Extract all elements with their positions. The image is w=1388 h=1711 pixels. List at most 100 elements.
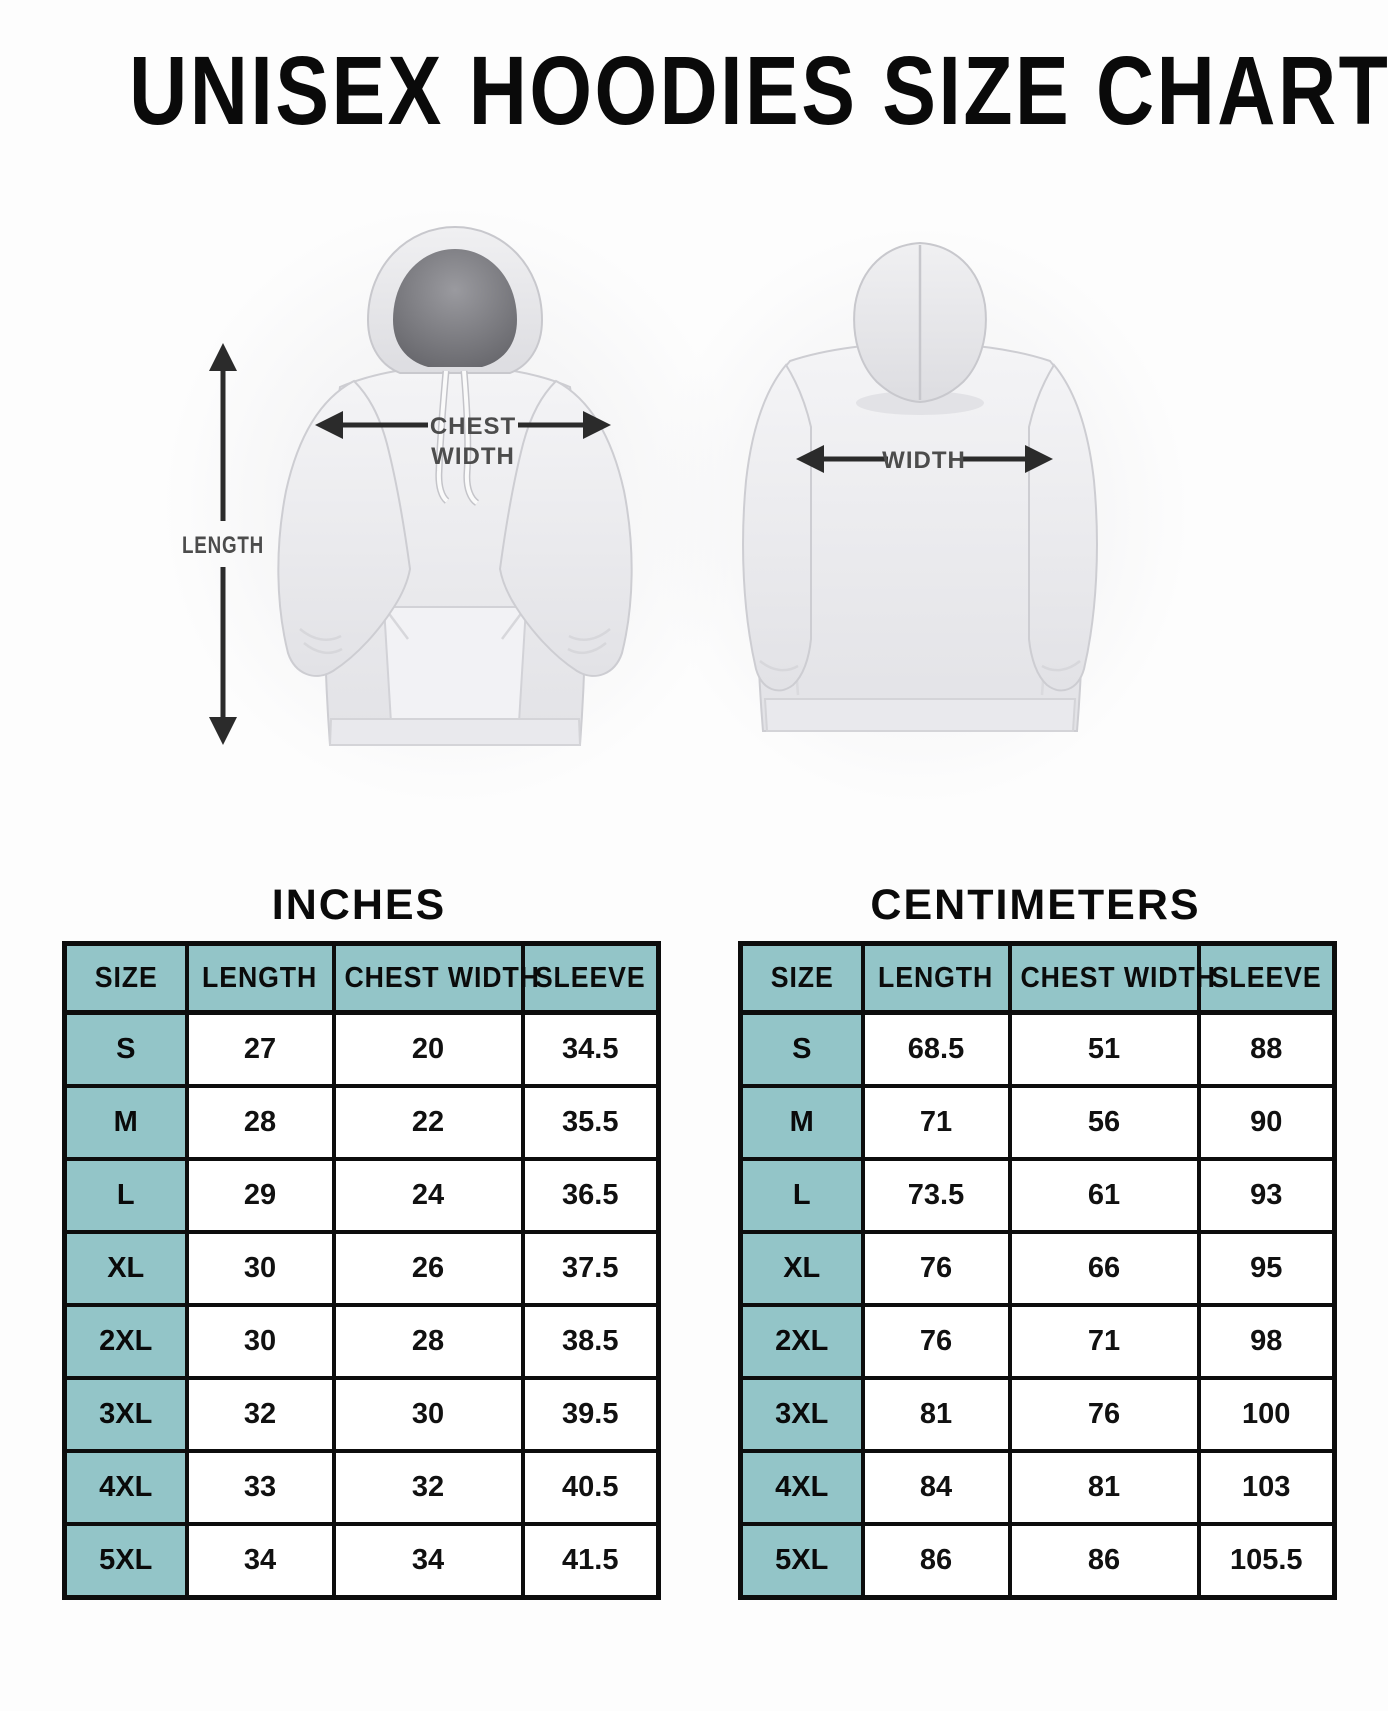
table-row: 5XL 86 86 105.5 xyxy=(738,1522,1337,1600)
width-label: WIDTH xyxy=(882,447,966,474)
value-cell: 20 xyxy=(331,1010,525,1088)
size-cell: 2XL xyxy=(62,1303,189,1380)
value-cell: 34 xyxy=(184,1522,336,1600)
table-row: 2XL 30 28 38.5 xyxy=(62,1303,661,1380)
value-cell: 93 xyxy=(1196,1157,1337,1234)
length-label: LENGTH xyxy=(182,532,264,559)
header-label: SIZE xyxy=(770,961,834,994)
size-table-centimeters: SIZE LENGTH CHEST WIDTH SLEEVE S 68.5 51… xyxy=(738,941,1337,1600)
size-cell: L xyxy=(738,1157,865,1234)
cuff-line-left xyxy=(303,642,343,655)
arrow-down-icon xyxy=(209,717,237,745)
value-cell: 98 xyxy=(1196,1303,1337,1380)
header-row: SIZE LENGTH CHEST WIDTH SLEEVE xyxy=(62,941,661,1015)
page-title: UNISEX HOODIES SIZE CHART xyxy=(0,40,1388,142)
table-row: M 28 22 35.5 xyxy=(62,1084,661,1161)
size-cell: M xyxy=(738,1084,865,1161)
back-hem-band xyxy=(763,698,1077,732)
value-cell: 40.5 xyxy=(520,1449,661,1526)
chest-width-label-line2: WIDTH xyxy=(431,443,515,470)
section-title-inches: INCHES xyxy=(271,881,447,929)
header-cell-size: SIZE xyxy=(738,941,865,1015)
table-row: 2XL 76 71 98 xyxy=(738,1303,1337,1380)
header-label: SIZE xyxy=(94,961,158,994)
table-row: 4XL 84 81 103 xyxy=(738,1449,1337,1526)
value-cell: 76 xyxy=(860,1303,1012,1380)
table-row: S 27 20 34.5 xyxy=(62,1010,661,1088)
page-title-text: UNISEX HOODIES SIZE CHART xyxy=(129,36,1388,145)
header-cell-sleeve: SLEEVE xyxy=(1196,941,1337,1015)
value-cell: 100 xyxy=(1196,1376,1337,1453)
value-cell: 34.5 xyxy=(520,1010,661,1088)
table-row: 3XL 32 30 39.5 xyxy=(62,1376,661,1453)
value-cell: 30 xyxy=(184,1230,336,1307)
size-cell: S xyxy=(62,1010,189,1088)
value-cell: 30 xyxy=(184,1303,336,1380)
header-label: CHEST WIDTH xyxy=(343,961,540,994)
table-row: 4XL 33 32 40.5 xyxy=(62,1449,661,1526)
size-cell: 5XL xyxy=(738,1522,865,1600)
arrow-up-icon xyxy=(209,343,237,371)
table-row: XL 30 26 37.5 xyxy=(62,1230,661,1307)
value-cell: 27 xyxy=(184,1010,336,1088)
table-row: 5XL 34 34 41.5 xyxy=(62,1522,661,1600)
value-cell: 84 xyxy=(860,1449,1012,1526)
size-cell: XL xyxy=(62,1230,189,1307)
value-cell: 71 xyxy=(1007,1303,1201,1380)
back-cuff-left xyxy=(759,660,799,672)
value-cell: 86 xyxy=(860,1522,1012,1600)
header-row: SIZE LENGTH CHEST WIDTH SLEEVE xyxy=(738,941,1337,1015)
value-cell: 71 xyxy=(860,1084,1012,1161)
header-cell-chest-width: CHEST WIDTH xyxy=(331,941,538,1015)
value-cell: 88 xyxy=(1196,1010,1337,1088)
value-cell: 37.5 xyxy=(520,1230,661,1307)
value-cell: 61 xyxy=(1007,1157,1201,1234)
value-cell: 22 xyxy=(331,1084,525,1161)
chest-width-label-line1: CHEST xyxy=(430,413,516,440)
arrow-left-icon xyxy=(796,445,824,473)
front-hem-band xyxy=(328,718,582,746)
size-cell: 2XL xyxy=(738,1303,865,1380)
header-label: LENGTH xyxy=(878,961,994,994)
table-row: 3XL 81 76 100 xyxy=(738,1376,1337,1453)
back-cuff-right xyxy=(1041,660,1081,672)
value-cell: 56 xyxy=(1007,1084,1201,1161)
arrow-right-icon xyxy=(1025,445,1053,473)
value-cell: 32 xyxy=(184,1376,336,1453)
size-cell: 3XL xyxy=(738,1376,865,1453)
hoodie-back-illustration xyxy=(742,241,1098,732)
table-row: M 71 56 90 xyxy=(738,1084,1337,1161)
cuff-line-right xyxy=(567,642,607,655)
header-label: CHEST WIDTH xyxy=(1019,961,1216,994)
size-table-inches: SIZE LENGTH CHEST WIDTH SLEEVE S 27 20 3… xyxy=(62,941,661,1600)
value-cell: 26 xyxy=(331,1230,525,1307)
value-cell: 29 xyxy=(184,1157,336,1234)
section-title-centimeters: CENTIMETERS xyxy=(870,881,1201,929)
value-cell: 35.5 xyxy=(520,1084,661,1161)
header-label: LENGTH xyxy=(202,961,318,994)
value-cell: 28 xyxy=(331,1303,525,1380)
cuff-line-left-2 xyxy=(299,628,342,642)
size-cell: XL xyxy=(738,1230,865,1307)
hoodie-illustration-svg: LENGTH CHEST WIDTH WIDTH xyxy=(162,205,1190,800)
size-cell: 4XL xyxy=(738,1449,865,1526)
value-cell: 32 xyxy=(331,1449,525,1526)
header-cell-sleeve: SLEEVE xyxy=(520,941,661,1015)
header-cell-length: LENGTH xyxy=(860,941,1012,1015)
value-cell: 90 xyxy=(1196,1084,1337,1161)
table-row: S 68.5 51 88 xyxy=(738,1010,1337,1088)
value-cell: 36.5 xyxy=(520,1157,661,1234)
value-cell: 30 xyxy=(331,1376,525,1453)
drawstring-left xyxy=(436,370,449,503)
arrow-right-icon xyxy=(583,411,611,439)
size-cell: 5XL xyxy=(62,1522,189,1600)
drawstring-right xyxy=(462,370,479,505)
value-cell: 38.5 xyxy=(520,1303,661,1380)
value-cell: 73.5 xyxy=(860,1157,1012,1234)
arrow-left-icon xyxy=(315,411,343,439)
cuff-line-right-2 xyxy=(568,628,611,642)
size-cell: 3XL xyxy=(62,1376,189,1453)
back-sleeve-right xyxy=(1028,363,1098,692)
size-cell: L xyxy=(62,1157,189,1234)
